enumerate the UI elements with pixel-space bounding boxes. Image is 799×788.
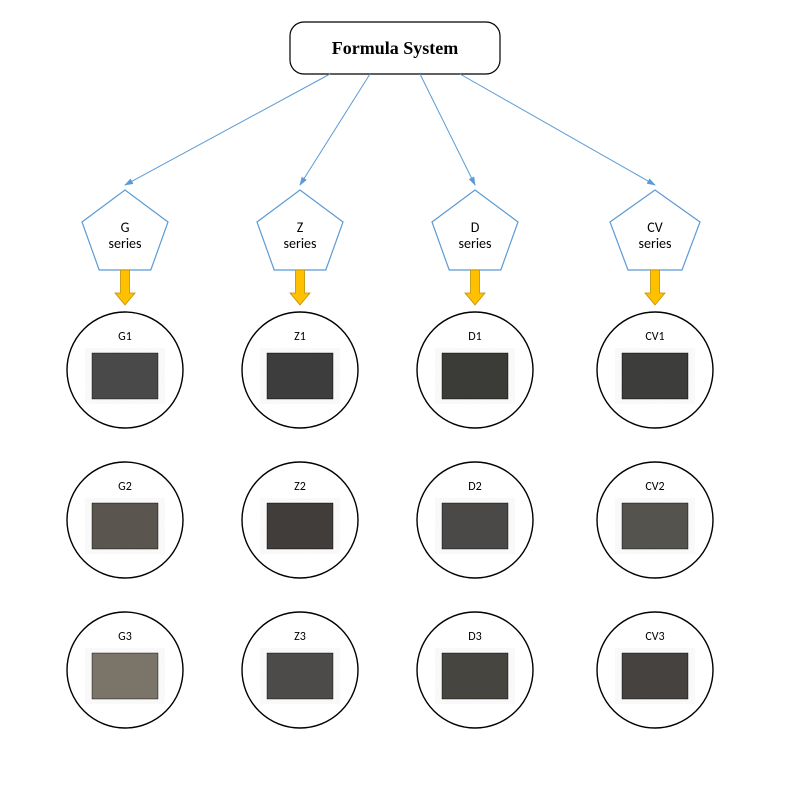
sample-label: G1 (118, 330, 132, 344)
material-swatch (442, 353, 508, 399)
arrow-series-to-samples-z (290, 270, 310, 305)
series-label-bottom: series (639, 235, 672, 252)
sample-label: G2 (118, 480, 132, 494)
arrow-series-to-samples-g (115, 270, 135, 305)
material-swatch (267, 653, 333, 699)
material-swatch (92, 653, 158, 699)
sample-z2: Z2 (242, 462, 358, 578)
series-label-top: CV (647, 219, 662, 236)
sample-label: Z1 (294, 330, 306, 344)
arrow-root-to-series-0 (125, 74, 330, 185)
sample-d3: D3 (417, 612, 533, 728)
sample-g3: G3 (67, 612, 183, 728)
sample-label: CV3 (645, 630, 664, 644)
sample-label: CV2 (645, 480, 664, 494)
series-nodes: GseriesZseriesDseriesCVseries (82, 190, 700, 270)
series-label-bottom: series (109, 235, 142, 252)
sample-label: Z2 (294, 480, 306, 494)
sample-nodes: G1 Z1 D1 CV1 G2 Z2 D2 CV2 G3 Z3 D3 CV3 (67, 312, 713, 728)
sample-z3: Z3 (242, 612, 358, 728)
sample-g1: G1 (67, 312, 183, 428)
sample-label: D1 (468, 330, 481, 344)
sample-cv1: CV1 (597, 312, 713, 428)
sample-label: D3 (468, 630, 481, 644)
series-label-top: D (471, 219, 480, 236)
series-label-bottom: series (284, 235, 317, 252)
series-node-g: Gseries (82, 190, 168, 270)
material-swatch (92, 353, 158, 399)
sample-label: D2 (468, 480, 481, 494)
arrow-root-to-series-2 (420, 74, 475, 185)
arrow-root-to-series-3 (460, 74, 655, 185)
sample-g2: G2 (67, 462, 183, 578)
series-label-top: Z (297, 219, 304, 236)
series-label-bottom: series (459, 235, 492, 252)
arrow-series-to-samples-d (465, 270, 485, 305)
diagram-canvas: Formula System GseriesZseriesDseriesCVse… (0, 0, 799, 788)
sample-label: CV1 (645, 330, 664, 344)
root-label: Formula System (332, 38, 458, 58)
arrow-series-to-samples-cv (645, 270, 665, 305)
series-label-top: G (121, 219, 130, 236)
material-swatch (622, 353, 688, 399)
sample-d2: D2 (417, 462, 533, 578)
sample-label: G3 (118, 630, 132, 644)
sample-d1: D1 (417, 312, 533, 428)
series-node-z: Zseries (257, 190, 343, 270)
material-swatch (92, 503, 158, 549)
sample-cv3: CV3 (597, 612, 713, 728)
root-to-series-arrows (125, 74, 655, 185)
material-swatch (267, 353, 333, 399)
series-node-cv: CVseries (610, 190, 700, 270)
material-swatch (442, 653, 508, 699)
arrow-root-to-series-1 (300, 74, 370, 185)
sample-cv2: CV2 (597, 462, 713, 578)
sample-z1: Z1 (242, 312, 358, 428)
sample-label: Z3 (294, 630, 306, 644)
material-swatch (267, 503, 333, 549)
material-swatch (442, 503, 508, 549)
material-swatch (622, 653, 688, 699)
material-swatch (622, 503, 688, 549)
series-node-d: Dseries (432, 190, 518, 270)
series-to-samples-arrows (115, 270, 665, 305)
